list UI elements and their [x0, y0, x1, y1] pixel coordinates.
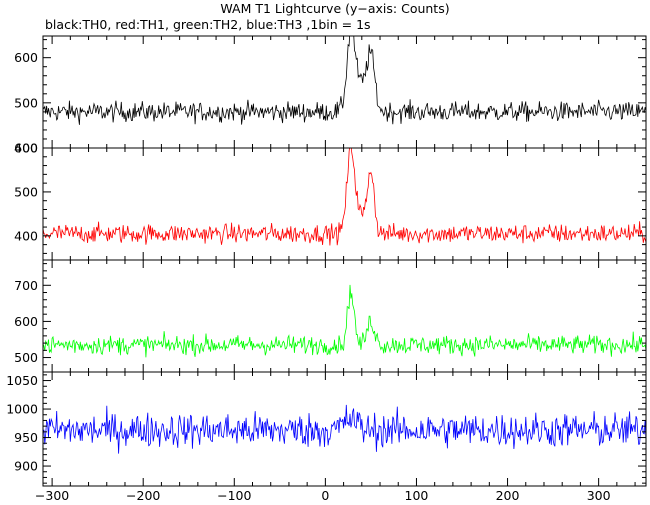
x-tick-label: 0	[321, 488, 329, 503]
x-tick-label: 200	[496, 488, 520, 503]
series-line-TH1	[43, 148, 646, 246]
y-tick-label: 1000	[6, 402, 38, 417]
series-line-TH3	[43, 404, 646, 454]
panel-frame-TH2	[42, 259, 647, 373]
x-tick-label: 100	[405, 488, 429, 503]
y-tick-label: 1050	[6, 373, 38, 388]
chart-subtitle: black:TH0, red:TH1, green:TH2, blue:TH3 …	[45, 17, 371, 32]
y-tick-label: 950	[14, 430, 38, 445]
y-tick-label: 600	[14, 141, 38, 156]
y-tick-label: 400	[14, 228, 38, 243]
y-tick-label: 400	[14, 141, 38, 156]
x-tick-label: −100	[217, 488, 251, 503]
panel-frame-TH3	[42, 371, 647, 487]
y-tick-label: 900	[14, 459, 38, 474]
series-line-TH0	[43, 36, 646, 125]
y-tick-label: 500	[14, 184, 38, 199]
y-tick-label: 600	[14, 50, 38, 65]
x-tick-label: −300	[35, 488, 69, 503]
x-tick-label: −200	[126, 488, 160, 503]
chart-title: WAM T1 Lightcurve (y−axis: Counts)	[220, 1, 449, 16]
panel-frame-TH1	[42, 147, 647, 261]
y-tick-label: 500	[14, 350, 38, 365]
y-tick-label: 600	[14, 314, 38, 329]
y-tick-label: 700	[14, 278, 38, 293]
x-tick-label: 300	[587, 488, 611, 503]
series-line-TH2	[43, 284, 646, 358]
y-tick-label: 500	[14, 95, 38, 110]
